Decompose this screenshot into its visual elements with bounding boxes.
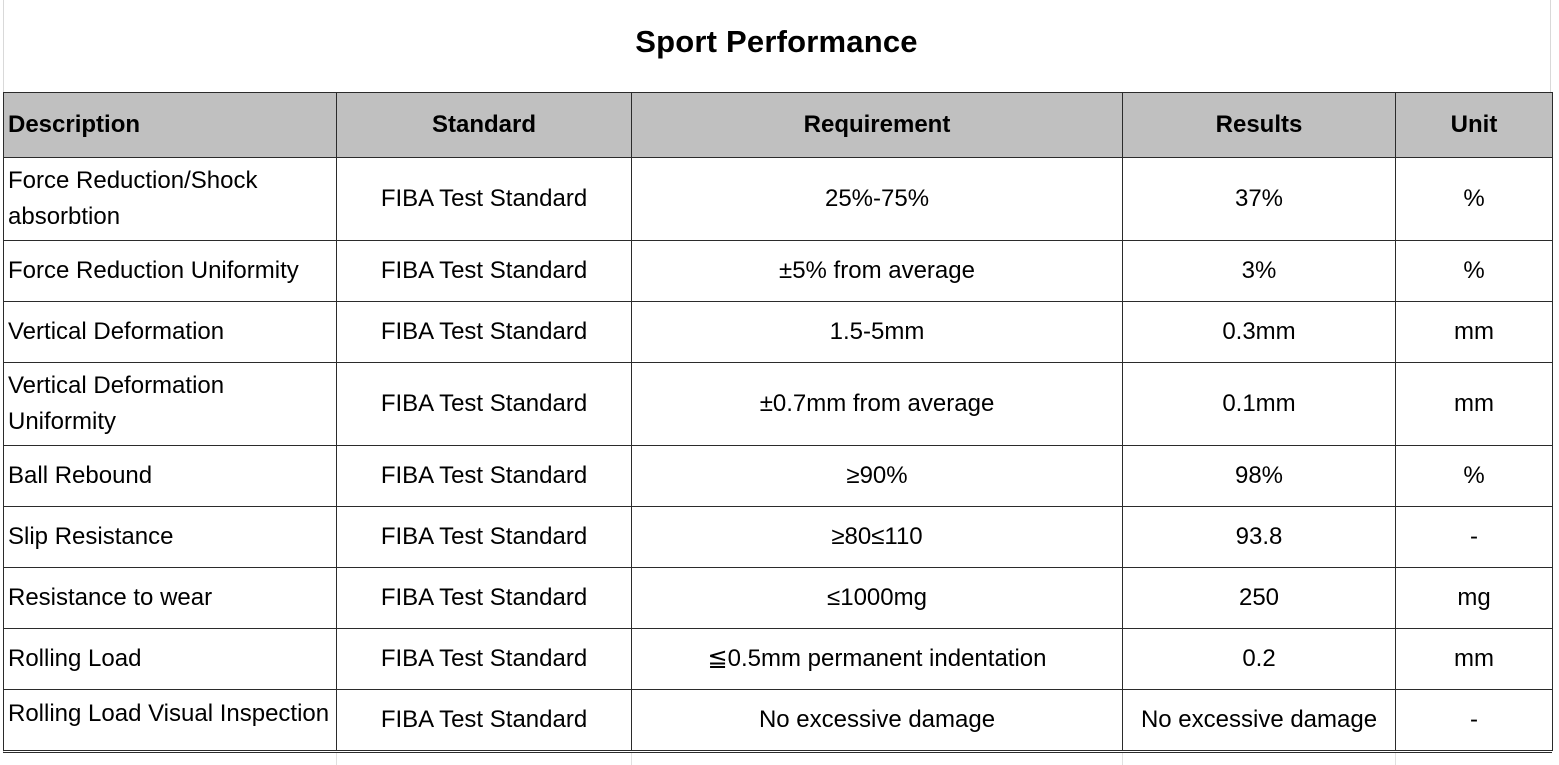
cell-standard[interactable]: FIBA Test Standard xyxy=(336,301,632,363)
cell-results[interactable]: 0.3mm xyxy=(1122,301,1396,363)
table-row: Slip Resistance FIBA Test Standard ≥80≤1… xyxy=(3,506,1553,568)
cell-unit[interactable]: mm xyxy=(1395,362,1553,446)
cell-standard[interactable]: FIBA Test Standard xyxy=(336,445,632,507)
table-row: Ball Rebound FIBA Test Standard ≥90% 98%… xyxy=(3,445,1553,507)
gridline-tick xyxy=(631,753,632,765)
table-row: Rolling Load FIBA Test Standard ≦0.5mm p… xyxy=(3,628,1553,690)
cell-requirement[interactable]: ±5% from average xyxy=(631,240,1123,302)
cell-description[interactable]: Slip Resistance xyxy=(3,506,337,568)
cell-results[interactable]: 0.1mm xyxy=(1122,362,1396,446)
cell-standard[interactable]: FIBA Test Standard xyxy=(336,628,632,690)
cell-requirement[interactable]: ≦0.5mm permanent indentation xyxy=(631,628,1123,690)
sheet-bottom-area xyxy=(0,753,1559,765)
cell-standard[interactable]: FIBA Test Standard xyxy=(336,689,632,751)
cell-requirement[interactable]: No excessive damage xyxy=(631,689,1123,751)
cell-requirement[interactable]: ±0.7mm from average xyxy=(631,362,1123,446)
cell-results[interactable]: No excessive damage xyxy=(1122,689,1396,751)
gridline-tick xyxy=(336,753,337,765)
cell-unit[interactable]: % xyxy=(1395,240,1553,302)
gridline-tick xyxy=(1395,753,1396,765)
cell-description[interactable]: Ball Rebound xyxy=(3,445,337,507)
cell-results[interactable]: 250 xyxy=(1122,567,1396,629)
cell-standard[interactable]: FIBA Test Standard xyxy=(336,157,632,241)
cell-results[interactable]: 93.8 xyxy=(1122,506,1396,568)
table-row: Rolling Load Visual Inspection FIBA Test… xyxy=(3,689,1553,751)
cell-description[interactable]: Rolling Load xyxy=(3,628,337,690)
header-requirement[interactable]: Requirement xyxy=(631,92,1123,158)
cell-standard[interactable]: FIBA Test Standard xyxy=(336,567,632,629)
cell-standard[interactable]: FIBA Test Standard xyxy=(336,362,632,446)
gridline-right xyxy=(1550,0,1551,92)
cell-unit[interactable]: % xyxy=(1395,445,1553,507)
cell-description[interactable]: Resistance to wear xyxy=(3,567,337,629)
table-row: Vertical Deformation Uniformity FIBA Tes… xyxy=(3,362,1553,446)
table-row: Vertical Deformation FIBA Test Standard … xyxy=(3,301,1553,363)
cell-results[interactable]: 3% xyxy=(1122,240,1396,302)
header-standard[interactable]: Standard xyxy=(336,92,632,158)
cell-requirement[interactable]: 1.5-5mm xyxy=(631,301,1123,363)
cell-results[interactable]: 37% xyxy=(1122,157,1396,241)
cell-standard[interactable]: FIBA Test Standard xyxy=(336,506,632,568)
cell-description[interactable]: Rolling Load Visual Inspection xyxy=(3,689,337,751)
cell-unit[interactable]: mm xyxy=(1395,301,1553,363)
cell-results[interactable]: 98% xyxy=(1122,445,1396,507)
table-bottom-border xyxy=(3,752,1552,753)
cell-description[interactable]: Vertical Deformation Uniformity xyxy=(3,362,337,446)
performance-table: Description Standard Requirement Results… xyxy=(3,92,1553,751)
cell-unit[interactable]: mg xyxy=(1395,567,1553,629)
cell-description[interactable]: Force Reduction Uniformity xyxy=(3,240,337,302)
cell-requirement[interactable]: ≥80≤110 xyxy=(631,506,1123,568)
cell-unit[interactable]: - xyxy=(1395,689,1553,751)
table-row: Force Reduction Uniformity FIBA Test Sta… xyxy=(3,240,1553,302)
cell-description-text: Rolling Load Visual Inspection xyxy=(8,700,330,727)
header-row: Description Standard Requirement Results… xyxy=(3,92,1553,158)
cell-unit[interactable]: mm xyxy=(1395,628,1553,690)
cell-description[interactable]: Vertical Deformation xyxy=(3,301,337,363)
header-unit[interactable]: Unit xyxy=(1395,92,1553,158)
gridline-tick xyxy=(1122,753,1123,765)
cell-requirement[interactable]: 25%-75% xyxy=(631,157,1123,241)
cell-unit[interactable]: % xyxy=(1395,157,1553,241)
cell-requirement[interactable]: ≤1000mg xyxy=(631,567,1123,629)
cell-description[interactable]: Force Reduction/Shock absorbtion xyxy=(3,157,337,241)
cell-results[interactable]: 0.2 xyxy=(1122,628,1396,690)
header-description[interactable]: Description xyxy=(3,92,337,158)
cell-standard[interactable]: FIBA Test Standard xyxy=(336,240,632,302)
cell-requirement[interactable]: ≥90% xyxy=(631,445,1123,507)
table-row: Resistance to wear FIBA Test Standard ≤1… xyxy=(3,567,1553,629)
sheet-title[interactable]: Sport Performance xyxy=(635,24,918,59)
cell-unit[interactable]: - xyxy=(1395,506,1553,568)
header-results[interactable]: Results xyxy=(1122,92,1396,158)
table-row: Force Reduction/Shock absorbtion FIBA Te… xyxy=(3,157,1553,241)
